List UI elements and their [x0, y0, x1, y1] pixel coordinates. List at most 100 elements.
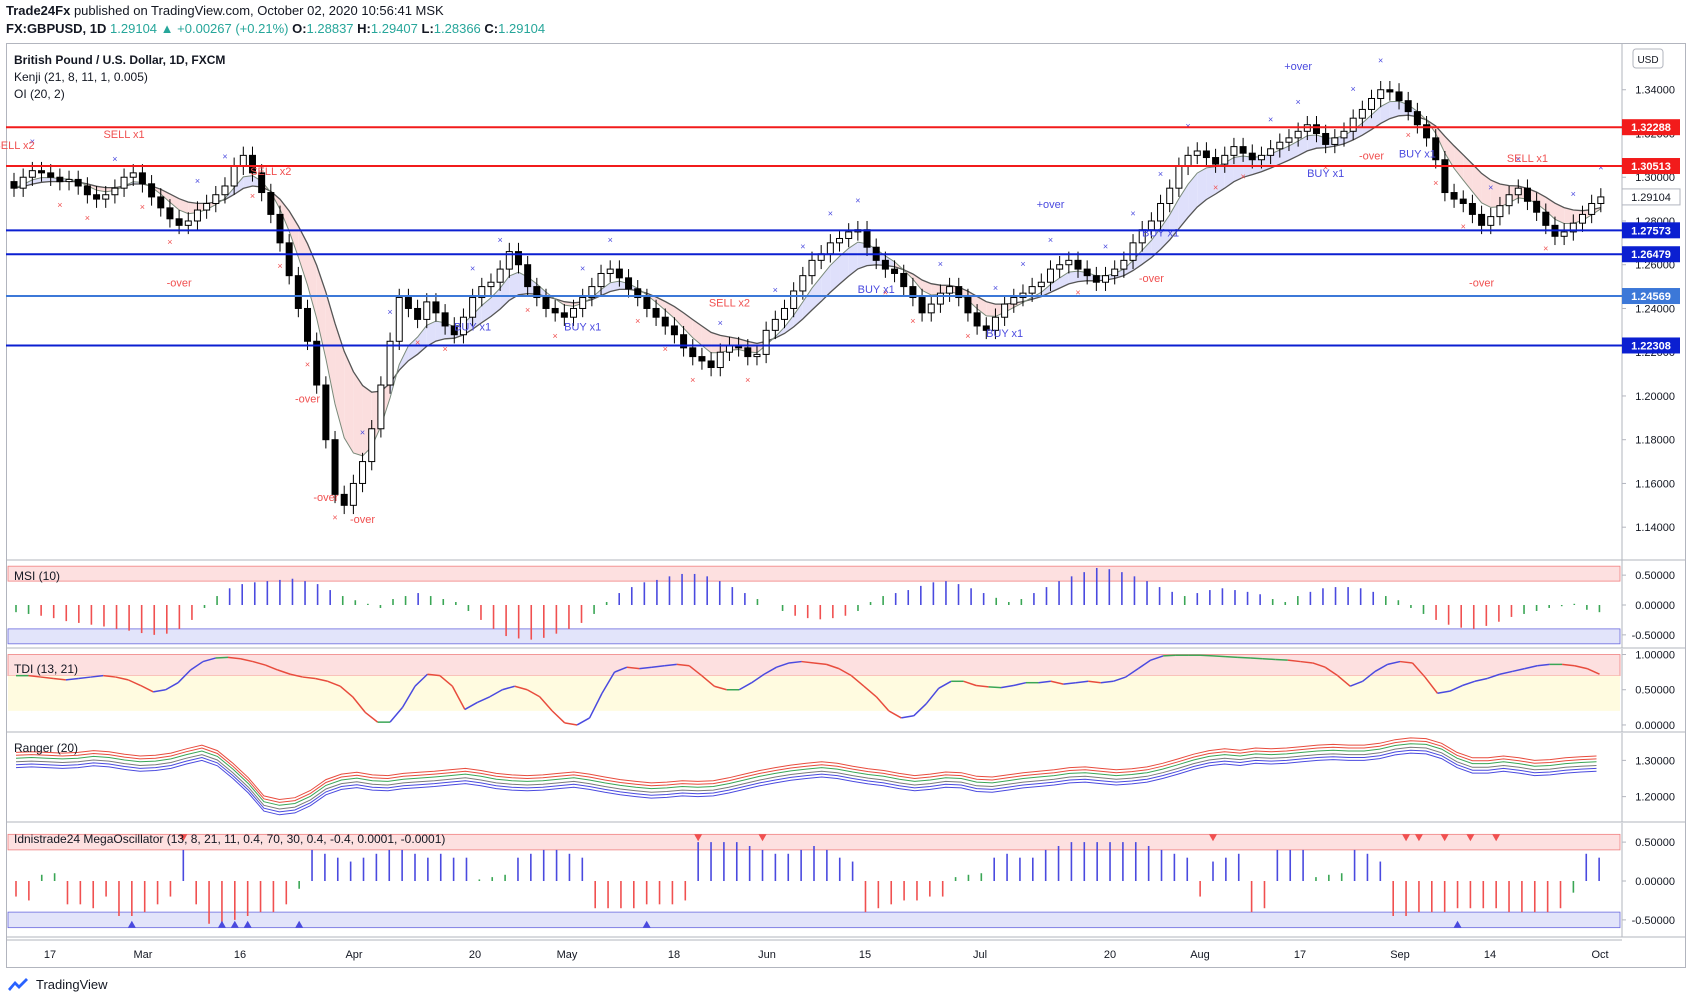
kenji-cloud-segment	[399, 345, 409, 371]
tdi-line-segment	[28, 674, 42, 678]
buy-cross-marker: ×	[938, 259, 943, 269]
candle-body	[845, 231, 853, 239]
candle-body	[65, 178, 73, 183]
buy-cross-marker: ×	[855, 195, 860, 205]
tdi-line-segment	[626, 666, 640, 670]
candle-body	[1166, 187, 1174, 204]
kenji-cloud-segment	[1435, 126, 1445, 154]
candle-body	[1459, 198, 1467, 204]
level-price-label: 1.26479	[1631, 249, 1671, 261]
kenji-cloud-segment	[1472, 163, 1482, 203]
tdi-line-segment	[588, 692, 603, 719]
buy-cross-marker: ×	[1048, 235, 1053, 245]
kenji-cloud-segment	[316, 265, 326, 359]
candle-body	[1487, 216, 1495, 226]
publisher-name[interactable]: Trade24Fx	[6, 3, 71, 18]
kenji-cloud-segment	[977, 296, 987, 316]
candle-body	[1010, 297, 1018, 305]
candle-body	[1423, 124, 1431, 139]
candle-body	[588, 286, 596, 299]
tdi-line-segment	[1524, 665, 1538, 670]
candle-body	[212, 194, 220, 204]
candle-body	[47, 172, 55, 178]
kenji-cloud-segment	[1536, 192, 1546, 211]
lower-zone	[7, 911, 1621, 929]
kenji-cloud-segment	[1215, 162, 1225, 195]
level-price-label: 1.27573	[1631, 225, 1671, 237]
candle-body	[881, 259, 889, 270]
tdi-line-segment	[1038, 680, 1051, 684]
candle-body	[826, 242, 834, 255]
tdi-line-segment	[315, 677, 328, 683]
candle-body	[322, 384, 330, 441]
up-arrow-marker	[642, 920, 651, 928]
lower-zone	[7, 628, 1621, 645]
tdi-line-segment	[153, 688, 166, 693]
buy-cross-marker: ×	[1268, 115, 1273, 125]
buy-cross-marker: ×	[498, 235, 503, 245]
candle-body	[634, 288, 642, 299]
kenji-cloud-segment	[1454, 145, 1464, 181]
x-tick-label: 14	[1484, 949, 1496, 961]
tdi-line-segment	[1512, 667, 1525, 673]
kenji-cloud-segment	[472, 305, 482, 330]
candle-body	[991, 316, 999, 331]
candle-body	[1578, 213, 1586, 224]
tdi-line-segment	[688, 665, 703, 677]
x-tick-label: 16	[234, 949, 246, 961]
candle-body	[432, 301, 440, 314]
ranger-band-line	[15, 743, 1597, 806]
sell-signal-label: SELL x2	[709, 297, 750, 309]
candle-body	[1450, 192, 1458, 200]
symbol-label[interactable]: FX:GBPUSD, 1D	[6, 21, 107, 36]
candle-body	[1496, 205, 1504, 218]
candle-body	[661, 316, 669, 327]
tdi-line-segment	[813, 662, 827, 666]
buy-cross-marker: ×	[1516, 154, 1521, 164]
buy-cross-marker: ×	[360, 427, 365, 437]
sell-cross-marker: ×	[57, 200, 62, 210]
tdi-line-segment	[1537, 663, 1550, 667]
candle-body	[615, 268, 623, 279]
buy-cross-marker: ×	[30, 136, 35, 146]
sell-cross-marker: ×	[1461, 222, 1466, 232]
candle-body	[248, 154, 256, 174]
tdi-line-segment	[165, 682, 179, 691]
currency-badge[interactable]: USD	[1632, 48, 1664, 69]
sell-cross-marker: ×	[250, 191, 255, 201]
tdi-line-segment	[78, 676, 91, 680]
kenji-cloud-segment	[711, 332, 721, 353]
footer-brand[interactable]: TradingView	[36, 976, 108, 992]
tdi-line-segment	[1387, 660, 1401, 666]
over-signal-label: -over	[313, 492, 338, 504]
tdi-line-segment	[1163, 654, 1176, 657]
candle-body	[184, 220, 192, 226]
tdi-line-segment	[614, 666, 628, 673]
candle-body	[1560, 231, 1568, 237]
kenji-cloud-segment	[656, 296, 666, 311]
buy-cross-marker: ×	[773, 285, 778, 295]
tdi-line-segment	[576, 717, 590, 726]
candle-body	[1092, 275, 1100, 283]
candle-body	[1395, 91, 1403, 102]
candle-body	[1358, 108, 1366, 119]
time-axis: 17 Mar 16 Apr 20 May 18 Jun 15 Jul 20 Aug 17 Sep 14 Oct	[6, 939, 1622, 961]
candle-body	[1065, 259, 1073, 266]
x-tick-label: 20	[469, 949, 481, 961]
ranger-band-line	[15, 746, 1597, 810]
sell-cross-marker: ×	[442, 344, 447, 354]
candle-body	[469, 297, 477, 318]
kenji-cloud-segment	[1059, 272, 1069, 289]
sell-cross-marker: ×	[332, 513, 337, 523]
tdi-line-segment	[1137, 659, 1152, 670]
kenji-legend: Kenji (21, 8, 11, 1, 0.005)	[14, 70, 148, 84]
currency-label: USD	[1637, 55, 1658, 66]
buy-cross-marker: ×	[195, 176, 200, 186]
candle-body	[1239, 146, 1247, 154]
candle-body	[386, 340, 394, 386]
sell-cross-marker: ×	[1075, 287, 1080, 297]
sell-cross-marker: ×	[415, 338, 420, 348]
oi-legend: OI (20, 2)	[14, 87, 65, 101]
candle-body	[725, 345, 733, 353]
